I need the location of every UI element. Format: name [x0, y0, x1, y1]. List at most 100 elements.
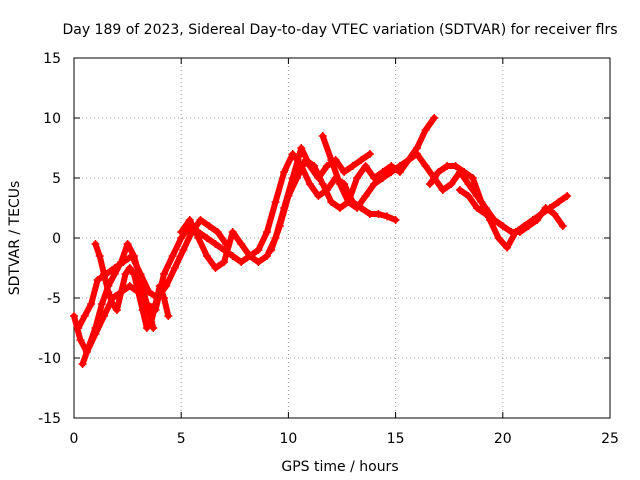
y-tick-label: -15: [38, 411, 61, 427]
data-point: [125, 264, 134, 272]
data-point: [515, 228, 524, 236]
data-point: [460, 168, 469, 176]
data-point: [97, 300, 106, 308]
data-point: [503, 243, 512, 252]
data-point: [477, 198, 486, 206]
data-point: [228, 252, 237, 260]
data-point: [177, 228, 186, 236]
data-point: [80, 312, 89, 320]
data-point: [481, 210, 490, 218]
data-point: [76, 336, 85, 344]
data-point: [310, 162, 319, 170]
data-point: [387, 168, 396, 176]
data-point: [361, 192, 370, 200]
data-point: [301, 156, 310, 164]
data-point: [147, 318, 156, 326]
data-point: [213, 228, 222, 236]
x-tick-label: 20: [494, 431, 512, 447]
data-point: [533, 216, 542, 224]
data-point: [237, 258, 246, 266]
data-point: [254, 258, 263, 266]
data-point: [327, 198, 336, 206]
data-point: [142, 324, 151, 332]
data-point: [524, 222, 533, 230]
data-point: [421, 162, 430, 170]
data-point: [473, 204, 482, 212]
y-tick-label: -5: [47, 291, 61, 307]
chart-title: Day 189 of 2023, Sidereal Day-to-day VTE…: [62, 22, 617, 38]
data-point: [318, 180, 327, 188]
data-point: [130, 252, 139, 260]
data-point: [335, 180, 344, 188]
data-point: [297, 144, 306, 152]
data-point: [117, 288, 126, 296]
data-point: [117, 258, 126, 266]
data-point: [112, 306, 121, 314]
data-point: [335, 204, 344, 212]
data-point: [275, 222, 284, 230]
sat-track-7: [318, 114, 439, 212]
data-point: [464, 180, 473, 188]
data-point: [155, 282, 164, 290]
series-trace: [79, 241, 157, 367]
sat-track-1: [70, 150, 400, 356]
data-point: [130, 270, 139, 278]
data-point: [421, 126, 430, 134]
data-point: [78, 360, 87, 368]
data-point: [344, 198, 353, 206]
data-point: [254, 246, 263, 254]
data-point: [123, 240, 132, 248]
data-point: [110, 270, 119, 278]
data-point: [541, 204, 550, 212]
data-point: [211, 240, 220, 248]
data-point: [205, 222, 214, 230]
data-point: [91, 240, 100, 248]
data-point: [202, 234, 211, 242]
data-point: [451, 162, 460, 170]
data-point: [468, 174, 477, 182]
data-point: [370, 180, 379, 188]
y-tick-label: 0: [52, 231, 61, 247]
data-point: [284, 192, 293, 200]
data-point: [194, 234, 203, 242]
data-point: [464, 192, 473, 200]
data-point: [170, 264, 179, 272]
x-tick-label: 5: [177, 431, 186, 447]
data-point: [70, 312, 78, 320]
data-point: [125, 282, 134, 290]
x-tick-label: 10: [279, 431, 297, 447]
data-point: [185, 216, 194, 224]
data-point: [353, 174, 362, 182]
data-point: [378, 174, 387, 182]
data-point: [168, 252, 177, 260]
data-point: [314, 192, 323, 200]
data-point: [262, 252, 271, 260]
data-point: [443, 162, 452, 170]
data-point: [498, 222, 507, 230]
data-point: [104, 288, 113, 296]
data-point: [490, 216, 499, 224]
y-axis-label: SDTVAR / TECUs: [7, 181, 23, 296]
axis-ticks: 0 5 10 15 20 25 -15 -10 -5 0 5 10 15: [38, 51, 619, 447]
data-point: [353, 204, 362, 212]
data-point: [322, 162, 331, 170]
data-point: [237, 240, 246, 248]
data-point: [558, 222, 567, 230]
data-point: [447, 180, 456, 188]
series-trace: [319, 115, 438, 211]
x-axis-label: GPS time / hours: [281, 459, 398, 475]
data-point: [179, 246, 188, 254]
data-point: [292, 174, 301, 182]
y-tick-label: 15: [43, 51, 61, 67]
x-tick-label: 25: [601, 431, 619, 447]
y-tick-label: 5: [52, 171, 61, 187]
data-point: [91, 324, 100, 332]
data-point: [121, 270, 130, 278]
data-point: [563, 192, 572, 200]
data-series: [70, 114, 572, 368]
data-point: [228, 228, 237, 236]
data-point: [395, 162, 404, 170]
data-point: [196, 216, 205, 224]
data-point: [365, 150, 374, 158]
sat-track-9: [455, 186, 567, 236]
